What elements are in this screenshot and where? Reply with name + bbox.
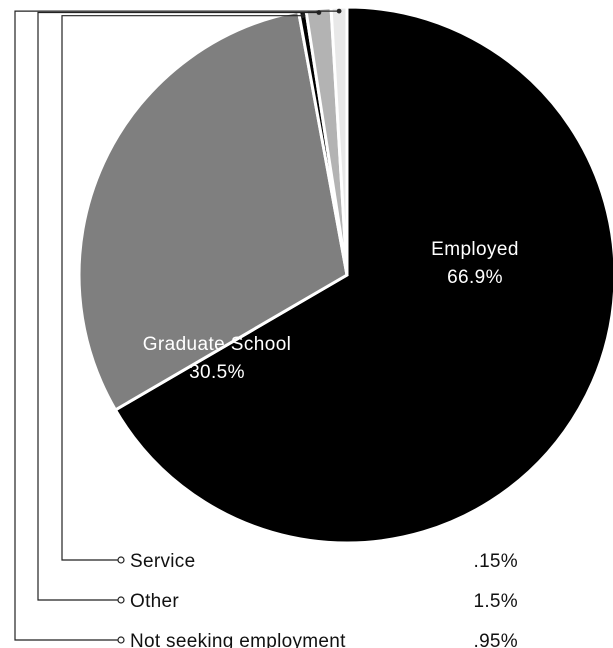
slice-label-graduate-school: Graduate School — [143, 334, 292, 355]
legend-marker-service — [117, 556, 125, 564]
legend-value-not-seeking-employment: .95% — [473, 631, 518, 648]
leader-lines — [14, 8, 342, 641]
legend-marker-not-seeking-employment — [117, 636, 125, 644]
pie-slices — [77, 5, 613, 545]
legend-marker-other — [117, 596, 125, 604]
slice-label-employed: Employed — [431, 239, 519, 260]
slice-graduate-school — [77, 9, 349, 412]
legend-label-other: Other — [130, 591, 179, 612]
leader-line-service — [61, 15, 303, 561]
legend-value-other: 1.5% — [473, 591, 518, 612]
leader-dot-service — [300, 13, 306, 19]
leader-dot-not-seeking-employment — [336, 8, 342, 14]
legend: Service .15% Other 1.5% Not seeking employme… — [117, 551, 518, 648]
slice-value-employed: 66.9% — [447, 267, 503, 288]
slice-not-seeking-employment — [329, 5, 349, 276]
legend-label-service: Service — [130, 551, 195, 572]
leader-line-not-seeking-employment — [14, 10, 340, 641]
legend-label-not-seeking-employment: Not seeking employment — [130, 631, 346, 648]
leader-line-other — [37, 11, 319, 601]
legend-value-service: .15% — [473, 551, 518, 572]
slice-value-graduate-school: 30.5% — [189, 362, 245, 383]
slice-labels: Employed 66.9% Graduate School 30.5% — [143, 239, 519, 383]
slice-employed — [113, 5, 613, 545]
